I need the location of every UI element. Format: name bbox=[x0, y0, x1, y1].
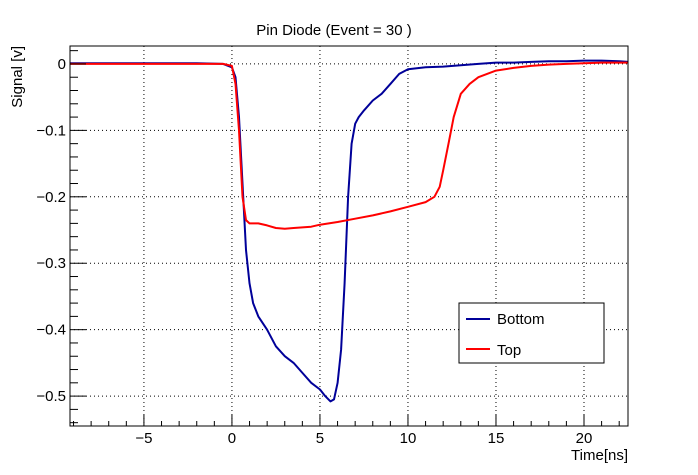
ticks bbox=[70, 50, 620, 426]
series-layer bbox=[70, 59, 629, 403]
legend-label-top: Top bbox=[497, 342, 521, 359]
y-tick-label: 0 bbox=[58, 56, 66, 73]
x-axis-title: Time[ns] bbox=[571, 447, 628, 464]
plot-frame bbox=[69, 45, 629, 427]
x-tick-label: −5 bbox=[135, 430, 152, 447]
y-tick-label: −0.3 bbox=[36, 255, 66, 272]
legend: Bottom Top bbox=[458, 302, 605, 364]
y-tick-label: −0.4 bbox=[36, 322, 66, 339]
x-tick-label: 0 bbox=[228, 430, 236, 447]
x-tick-label: 5 bbox=[316, 430, 324, 447]
x-tick-label: 15 bbox=[488, 430, 505, 447]
tick-labels: −5 0 5 10 15 20 0 −0.1 −0.2 −0.3 −0.4 −0.5 bbox=[36, 56, 592, 447]
y-tick-label: −0.1 bbox=[36, 122, 66, 139]
chart-title: Pin Diode (Event = 30 ) bbox=[256, 22, 412, 39]
y-axis-title: Signal [v] bbox=[9, 46, 26, 108]
y-tick-label: −0.5 bbox=[36, 388, 66, 405]
legend-box bbox=[458, 302, 605, 364]
series-line-top bbox=[70, 61, 628, 230]
legend-label-bottom: Bottom bbox=[497, 311, 545, 328]
x-tick-label: 10 bbox=[400, 430, 417, 447]
x-tick-label: 20 bbox=[576, 430, 593, 447]
y-tick-label: −0.2 bbox=[36, 189, 66, 206]
